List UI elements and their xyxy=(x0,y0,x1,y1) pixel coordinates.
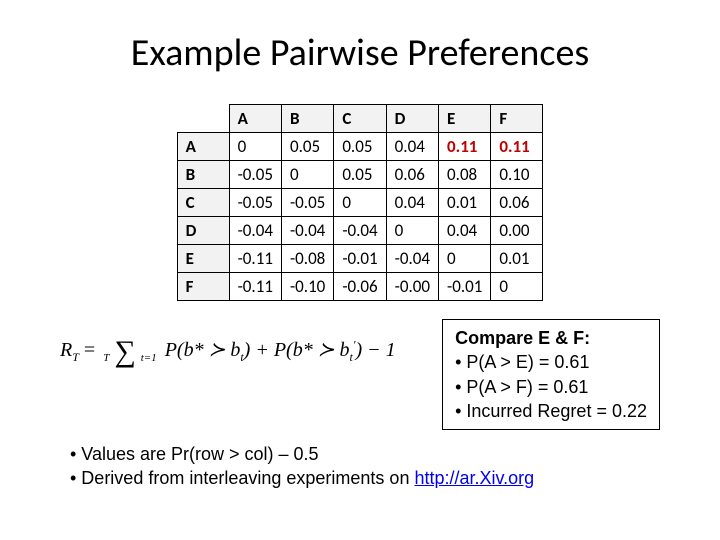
cell: 0.08 xyxy=(439,161,491,189)
cell-highlight: 0.11 xyxy=(439,133,491,161)
cell: 0 xyxy=(334,189,386,217)
cell: 0.01 xyxy=(491,245,543,273)
cell: 0.04 xyxy=(386,133,438,161)
table-corner xyxy=(177,105,229,133)
sum-icon: T ∑ t=1 xyxy=(103,338,157,365)
formula-p2-close: ) − 1 xyxy=(355,339,395,361)
cell: -0.04 xyxy=(334,217,386,245)
cell: -0.01 xyxy=(439,273,491,301)
cell: -0.05 xyxy=(281,189,333,217)
col-header: B xyxy=(281,105,333,133)
row-header: A xyxy=(177,133,229,161)
cell: -0.04 xyxy=(386,245,438,273)
cell: -0.01 xyxy=(334,245,386,273)
compare-header: Compare E & F: xyxy=(455,326,647,350)
cell: 0.00 xyxy=(491,217,543,245)
cell: -0.06 xyxy=(334,273,386,301)
cell: 0.06 xyxy=(386,161,438,189)
regret-formula: RT = T ∑ t=1 P(b* ≻ bt) + P(b* ≻ bt′) − … xyxy=(50,319,396,365)
cell: 0.05 xyxy=(281,133,333,161)
col-header: E xyxy=(439,105,491,133)
cell: 0.01 xyxy=(439,189,491,217)
cell: 0 xyxy=(386,217,438,245)
cell: 0.04 xyxy=(439,217,491,245)
cell: 0.10 xyxy=(491,161,543,189)
col-header: A xyxy=(229,105,281,133)
cell: 0 xyxy=(491,273,543,301)
footnote-pre: • Derived from interleaving experiments … xyxy=(70,468,414,488)
row-header: C xyxy=(177,189,229,217)
formula-p2: P(b* ≻ b xyxy=(274,339,350,361)
compare-line: • P(A > F) = 0.61 xyxy=(455,375,647,399)
col-header: C xyxy=(334,105,386,133)
cell: 0.05 xyxy=(334,133,386,161)
footnotes: • Values are Pr(row > col) – 0.5 • Deriv… xyxy=(50,442,670,491)
compare-box: Compare E & F: • P(A > E) = 0.61 • P(A >… xyxy=(442,319,660,430)
row-header: F xyxy=(177,273,229,301)
footnote-line: • Derived from interleaving experiments … xyxy=(70,466,670,490)
compare-line: • Incurred Regret = 0.22 xyxy=(455,399,647,423)
row-header: E xyxy=(177,245,229,273)
sum-bot: t=1 xyxy=(141,352,157,364)
cell: 0 xyxy=(281,161,333,189)
formula-plus: + xyxy=(250,339,274,361)
cell: 0.05 xyxy=(334,161,386,189)
cell: 0.06 xyxy=(491,189,543,217)
row-header: D xyxy=(177,217,229,245)
cell: -0.11 xyxy=(229,273,281,301)
slide-title: Example Pairwise Preferences xyxy=(50,30,670,76)
sum-top: T xyxy=(103,352,109,364)
cell: -0.05 xyxy=(229,189,281,217)
formula-p1: P(b* ≻ b xyxy=(165,339,241,361)
cell: -0.05 xyxy=(229,161,281,189)
formula-p2-sub: t xyxy=(349,350,352,364)
footnote-line: • Values are Pr(row > col) – 0.5 xyxy=(70,442,670,466)
cell: -0.10 xyxy=(281,273,333,301)
cell: -0.11 xyxy=(229,245,281,273)
cell: 0 xyxy=(229,133,281,161)
col-header: F xyxy=(491,105,543,133)
col-header: D xyxy=(386,105,438,133)
row-header: B xyxy=(177,161,229,189)
cell: 0.04 xyxy=(386,189,438,217)
compare-line: • P(A > E) = 0.61 xyxy=(455,350,647,374)
preference-table: A B C D E F A 0 0.05 0.05 0.04 0.11 0.11… xyxy=(177,104,544,301)
formula-lhs-sub: T xyxy=(72,350,79,364)
cell: -0.04 xyxy=(281,217,333,245)
formula-lhs-var: R xyxy=(60,339,72,361)
arxiv-link[interactable]: http://ar.Xiv.org xyxy=(414,468,534,488)
cell: -0.04 xyxy=(229,217,281,245)
cell: 0 xyxy=(439,245,491,273)
cell-highlight: 0.11 xyxy=(491,133,543,161)
cell: -0.08 xyxy=(281,245,333,273)
cell: -0.00 xyxy=(386,273,438,301)
